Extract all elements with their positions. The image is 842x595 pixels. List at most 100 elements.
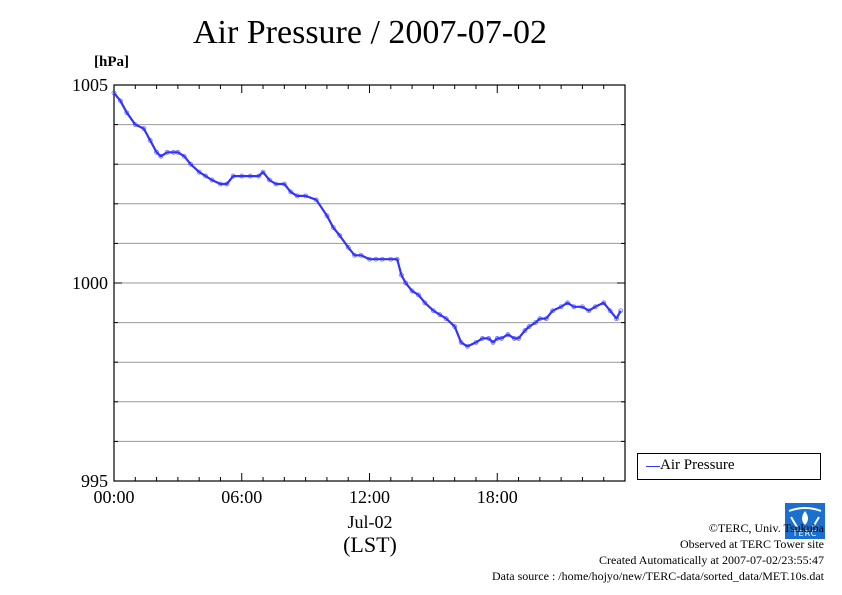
data-point [403,280,409,286]
data-point [558,304,564,310]
x-tick-label: 12:00 [349,487,390,507]
data-point [330,225,336,230]
data-point [224,181,230,187]
data-point [437,312,443,318]
data-point [586,308,592,314]
axes: 995 1000 1005 00:00 06:00 12:00 18:00 [72,75,626,507]
logo-lettering: TERC [792,529,818,538]
data-point [592,304,598,310]
data-point [394,256,400,262]
data-point [379,256,385,262]
data-point [247,173,253,179]
data-point [409,288,415,294]
data-point [452,324,458,329]
data-point [505,332,511,337]
data-point [465,343,470,349]
legend-entry-label: Air Pressure [660,457,735,473]
data-point [430,308,436,314]
credit-site: Observed at TERC Tower site [679,537,824,551]
data-point [175,149,181,155]
data-point [132,122,138,127]
credit-created: Created Automatically at 2007-07-02/23:5… [599,553,824,567]
data-point [543,316,549,322]
data-point [607,308,613,314]
data-point [154,149,159,155]
credit-source: Data source : /home/hojyo/new/TERC-data/… [491,569,824,583]
data-point [499,336,504,341]
data-point [281,181,287,187]
y-tick-label: 1000 [72,273,108,293]
data-point [218,181,223,187]
data-point [367,256,372,262]
data-point [188,161,194,167]
data-point [313,197,319,203]
data-point [345,244,351,250]
data-point [358,252,364,258]
data-point [537,316,543,322]
x-tick-label: 00:00 [93,487,134,507]
x-axis-date-label: Jul-02 [347,512,393,532]
data-point [614,316,619,322]
data-point [388,256,394,262]
data-point [203,173,208,179]
data-point [111,90,117,96]
data-point [164,149,170,155]
credits-block: ©TERC, Univ. Tsukuba Observed at TERC To… [492,520,824,584]
data-point [571,304,577,310]
data-point [324,213,330,219]
data-point [273,181,279,187]
data-point [337,233,343,238]
data-point [260,169,266,175]
data-point [288,189,294,195]
data-point [416,292,421,298]
data-point [141,126,147,131]
data-point [422,300,428,306]
grid-lines [114,124,625,442]
series-line-air-pressure [113,92,622,348]
data-point [618,308,624,314]
data-point [399,272,404,278]
data-point [124,110,130,116]
y-axis-unit-label: [hPa] [94,54,129,70]
data-point [196,169,202,175]
data-point [458,339,464,345]
data-point [580,304,585,310]
data-point [486,336,492,341]
data-point [267,177,272,183]
data-point [230,173,236,179]
data-point [147,138,153,143]
legend-line-swatch [646,466,660,467]
data-point [526,324,532,329]
data-point [352,252,357,258]
data-point [522,328,528,333]
data-point [117,98,123,104]
chart-title: Air Pressure / 2007-07-02 [192,14,548,51]
data-point [533,320,538,326]
x-axis-timezone-label: (LST) [343,532,397,557]
data-point [294,193,300,199]
data-point [516,336,521,341]
data-point [479,336,485,341]
data-point [303,193,309,199]
data-point [209,177,215,183]
legend: Air Pressure [637,453,821,480]
data-point [158,153,164,159]
data-point [443,316,449,322]
data-point [473,339,479,345]
credit-copyright: ©TERC, Univ. Tsukuba [708,521,824,535]
data-point [239,173,245,179]
x-tick-label: 06:00 [221,487,262,507]
x-tick-label: 18:00 [477,487,518,507]
data-point [373,256,379,262]
data-point [490,339,496,345]
series-air-pressure [111,90,624,349]
data-point [601,300,607,306]
data-point [565,300,570,306]
data-point [550,308,556,314]
y-tick-label: 1005 [72,75,108,95]
y-tick-label: 995 [81,471,108,491]
data-point [181,153,187,159]
terc-logo-icon: TERC [785,503,825,539]
data-point [256,173,262,179]
